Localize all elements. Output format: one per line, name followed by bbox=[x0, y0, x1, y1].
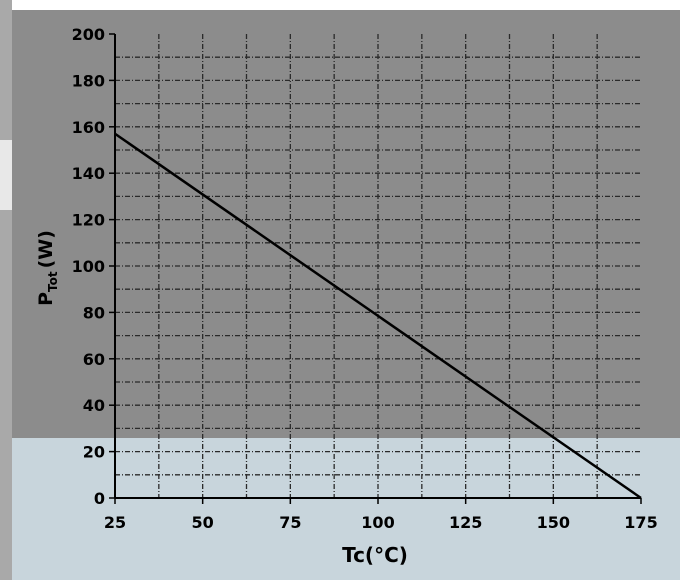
x-axis-label: Tc(°C) bbox=[342, 543, 408, 567]
y-axis-label-main: P bbox=[35, 292, 57, 306]
axes bbox=[109, 33, 642, 504]
x-tick-label: 150 bbox=[537, 513, 570, 532]
y-tick-label: 60 bbox=[83, 350, 105, 369]
y-tick-labels: 0 20 40 60 80 100 120 140 160 180 200 bbox=[72, 25, 105, 508]
y-tick-label: 180 bbox=[72, 71, 105, 90]
lower-background-band bbox=[12, 438, 680, 580]
svg-text:PTot(W): PTot (W) bbox=[35, 230, 60, 306]
y-tick-label: 0 bbox=[94, 489, 105, 508]
power-derating-line bbox=[114, 132, 642, 500]
y-tick-label: 20 bbox=[83, 443, 105, 462]
y-tick-label: 140 bbox=[72, 164, 105, 183]
x-tick-label: 50 bbox=[192, 513, 214, 532]
y-tick-label: 120 bbox=[72, 211, 105, 230]
y-axis-label-unit: (W) bbox=[35, 230, 57, 268]
y-tick-label: 80 bbox=[83, 303, 105, 322]
x-tick-label: 100 bbox=[361, 513, 394, 532]
y-axis-label-subscript: Tot bbox=[46, 271, 60, 292]
y-tick-label: 100 bbox=[72, 257, 105, 276]
x-tick-label: 25 bbox=[104, 513, 126, 532]
left-edge-bar bbox=[0, 0, 12, 580]
y-axis-label: PTot (W) bbox=[35, 230, 60, 306]
y-tick-label: 200 bbox=[72, 25, 105, 44]
x-tick-label: 125 bbox=[449, 513, 482, 532]
x-tick-label: 75 bbox=[279, 513, 301, 532]
series-lines bbox=[114, 132, 642, 500]
grid-lines bbox=[115, 34, 641, 498]
upper-background-band bbox=[12, 10, 680, 438]
x-tick-label: 175 bbox=[624, 513, 657, 532]
x-tick-labels: 25 50 75 100 125 150 175 bbox=[104, 513, 658, 532]
y-tick-label: 40 bbox=[83, 396, 105, 415]
left-edge-highlight bbox=[0, 140, 12, 210]
y-tick-label: 160 bbox=[72, 118, 105, 137]
